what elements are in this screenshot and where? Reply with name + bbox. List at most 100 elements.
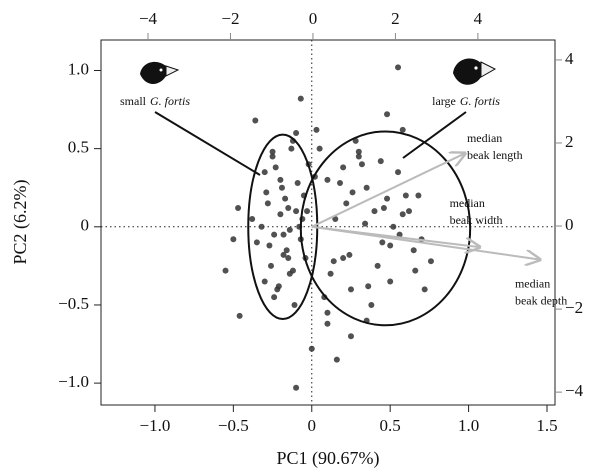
- point: [330, 258, 337, 265]
- group-label: large G. fortis: [432, 94, 500, 108]
- point: [272, 164, 279, 171]
- x-tick-label: −0.5: [218, 416, 249, 435]
- point: [249, 215, 256, 222]
- point: [269, 148, 276, 155]
- y2-tick-label: 0: [565, 215, 574, 234]
- point: [384, 111, 391, 118]
- point: [412, 267, 419, 274]
- point: [278, 184, 285, 191]
- point: [283, 247, 290, 254]
- point: [340, 255, 347, 262]
- point: [347, 286, 354, 293]
- point: [333, 356, 340, 363]
- y-tick-label: −0.5: [58, 294, 89, 313]
- point: [277, 211, 284, 218]
- point: [336, 180, 343, 187]
- point: [261, 278, 268, 285]
- point: [358, 161, 365, 168]
- y-tick-label: 0: [81, 216, 90, 235]
- point: [395, 64, 402, 71]
- point: [263, 189, 270, 196]
- point: [293, 208, 300, 215]
- x-tick-label: 1.0: [458, 416, 479, 435]
- point: [258, 223, 265, 230]
- point: [365, 283, 372, 290]
- point: [285, 205, 292, 212]
- point: [362, 220, 369, 227]
- x2-tick-label: 4: [474, 9, 483, 28]
- point: [313, 126, 320, 133]
- arrow-label: beak width: [450, 213, 503, 227]
- point: [294, 180, 301, 187]
- point: [291, 301, 298, 308]
- group-prefix: small: [120, 94, 147, 108]
- arrow-label: beak depth: [515, 293, 567, 307]
- y-tick-label: 0.5: [68, 138, 89, 157]
- group-ellipse: [299, 130, 472, 327]
- point: [387, 242, 394, 249]
- point: [275, 283, 282, 290]
- y-axis-label: PC2 (6.2%): [10, 179, 31, 264]
- point: [236, 312, 243, 319]
- point: [421, 286, 428, 293]
- group-species: G. fortis: [460, 94, 500, 108]
- point: [395, 169, 402, 176]
- point: [266, 242, 273, 249]
- point: [380, 205, 387, 212]
- y-tick-label: −1.0: [58, 372, 89, 391]
- point: [289, 267, 296, 274]
- point: [235, 205, 242, 212]
- point: [384, 195, 391, 202]
- arrow-label: median: [450, 196, 485, 210]
- loading-arrow: [311, 153, 465, 228]
- point: [340, 164, 347, 171]
- point: [355, 148, 362, 155]
- point: [427, 258, 434, 265]
- point: [396, 231, 403, 238]
- loading-arrow: [311, 225, 540, 260]
- x-tick-label: 0.5: [380, 416, 401, 435]
- point: [415, 192, 422, 199]
- point: [374, 262, 381, 269]
- point: [410, 247, 417, 254]
- point: [222, 267, 229, 274]
- point: [286, 226, 293, 233]
- point: [280, 231, 287, 238]
- point: [390, 223, 397, 230]
- point: [264, 200, 271, 207]
- point: [327, 270, 334, 277]
- point: [280, 251, 287, 258]
- point: [261, 169, 268, 176]
- point: [368, 301, 375, 308]
- point: [277, 176, 284, 183]
- arrow-label: median: [467, 131, 502, 145]
- y2-tick-label: −4: [565, 381, 584, 400]
- plot-frame: [100, 39, 556, 406]
- group-label: small G. fortis: [120, 94, 190, 108]
- arrow-label: beak length: [467, 148, 523, 162]
- group-connector: [154, 111, 261, 176]
- point: [304, 208, 311, 215]
- arrow-label: median: [515, 276, 550, 290]
- point: [269, 153, 276, 160]
- point: [363, 184, 370, 191]
- x2-tick-label: −4: [139, 9, 158, 28]
- point: [293, 130, 300, 137]
- point: [402, 192, 409, 199]
- x-tick-label: 0: [308, 416, 317, 435]
- point: [355, 153, 362, 160]
- group-connector: [402, 111, 467, 159]
- x2-tick-label: −2: [221, 9, 239, 28]
- x2-tick-label: 2: [391, 9, 400, 28]
- point: [271, 294, 278, 301]
- point: [387, 278, 394, 285]
- point: [230, 236, 237, 243]
- point: [379, 239, 386, 246]
- group-species: G. fortis: [150, 94, 190, 108]
- point: [349, 189, 356, 196]
- point: [293, 384, 300, 391]
- point: [332, 215, 339, 222]
- group-prefix: large: [432, 94, 456, 108]
- point: [324, 320, 331, 327]
